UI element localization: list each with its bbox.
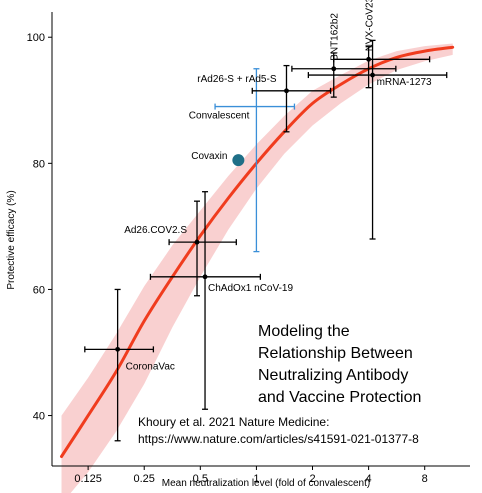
point-label-layer: CoronaVac Ad26.COV2.S ChAdOx1 nCoV-19 Covax… bbox=[124, 0, 432, 372]
axes-layer: 40 60 80 100 0.125 0.25 0.5 1 2 4 8 bbox=[27, 12, 470, 485]
x-tick-label-4: 2 bbox=[309, 473, 315, 485]
citation-line-2: https://www.nature.com/articles/s41591-0… bbox=[138, 432, 419, 446]
data-point-covaxin bbox=[232, 154, 245, 167]
x-tick-label-1: 0.25 bbox=[134, 473, 155, 485]
chart-title-line-2: Relationship Between bbox=[258, 345, 413, 362]
x-tick-label-6: 8 bbox=[422, 473, 428, 485]
y-tick-label-80: 80 bbox=[33, 158, 45, 170]
x-tick-label-3: 1 bbox=[253, 473, 259, 485]
point-label-chadox1-ncov-19: ChAdOx1 nCoV-19 bbox=[208, 283, 293, 294]
data-point-ad26-cov2-s bbox=[194, 239, 200, 245]
annotation-layer: Mean neutralization level (fold of conva… bbox=[6, 190, 421, 489]
x-axis-title: Mean neutralization level (fold of conva… bbox=[162, 478, 370, 489]
point-label-convalescent: Convalescent bbox=[189, 111, 250, 122]
point-label-covaxin: Covaxin bbox=[191, 151, 227, 162]
x-tick-label-0: 0.125 bbox=[74, 473, 102, 485]
data-point-nvx-cov2373 bbox=[366, 56, 372, 62]
chart-title-line-4: and Vaccine Protection bbox=[258, 389, 421, 406]
y-tick-label-40: 40 bbox=[33, 411, 45, 423]
citation-line-1: Khoury et al. 2021 Nature Medicine: bbox=[138, 415, 329, 429]
point-label-coronavac: CoronaVac bbox=[126, 361, 175, 372]
chart-title-line-3: Neutralizing Antibody bbox=[258, 367, 408, 384]
data-point-mrna-1273 bbox=[370, 72, 375, 78]
confidence-band bbox=[61, 43, 453, 493]
y-axis-title: Protective efficacy (%) bbox=[6, 190, 17, 289]
data-point-rad26-s-rad5-s bbox=[284, 88, 289, 94]
point-label-nvx-cov2373: NVX-CoV2373 bbox=[365, 0, 376, 51]
data-point-chadox1-ncov-19 bbox=[202, 274, 208, 280]
point-label-ad26-cov2-s: Ad26.COV2.S bbox=[124, 225, 187, 236]
y-tick-label-100: 100 bbox=[27, 32, 45, 44]
data-point-coronavac bbox=[115, 346, 121, 352]
y-tick-label-60: 60 bbox=[33, 284, 45, 296]
point-label-bnt162b2: BNT162b2 bbox=[330, 13, 341, 61]
chart-title-line-1: Modeling the bbox=[258, 323, 350, 340]
data-point-bnt162b2 bbox=[331, 66, 337, 72]
point-label-rad26-s-rad5-s: rAd26-S + rAd5-S bbox=[197, 74, 277, 85]
x-tick-label-5: 4 bbox=[366, 473, 372, 485]
confidence-band-layer bbox=[61, 43, 453, 493]
x-tick-label-2: 0.5 bbox=[193, 473, 208, 485]
data-point-layer bbox=[115, 56, 375, 352]
point-label-mrna-1273: mRNA-1273 bbox=[377, 77, 432, 88]
